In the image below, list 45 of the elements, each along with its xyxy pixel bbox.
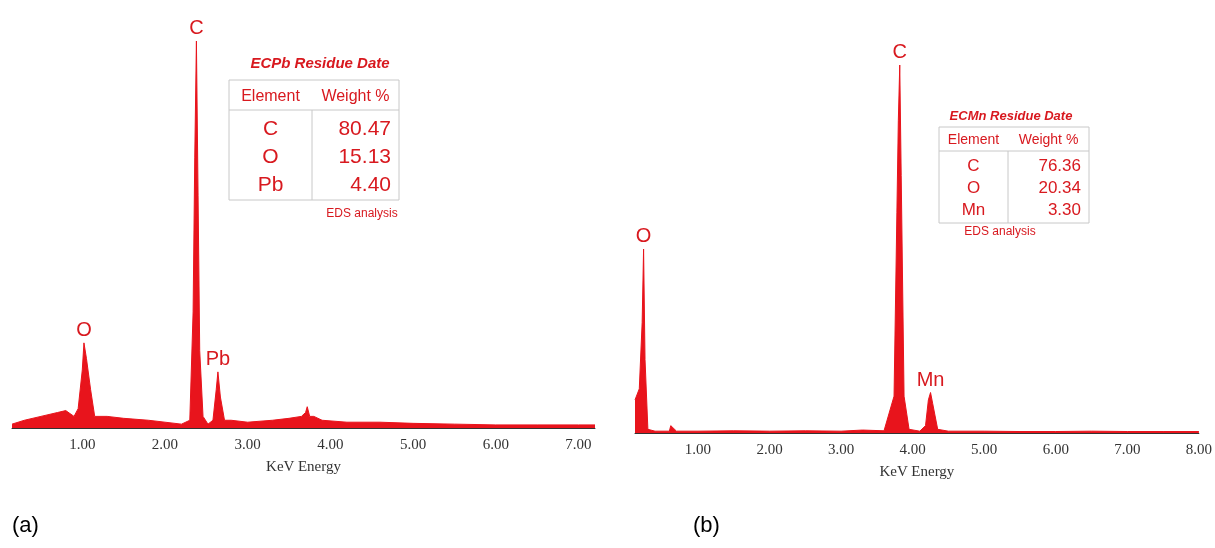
annotation: Mn [961, 199, 986, 219]
x-tick-label: 6.00 [1042, 440, 1069, 457]
annotation: Weight % [321, 86, 390, 104]
annotation: C [189, 16, 204, 38]
x-tick-label: 3.00 [234, 435, 261, 452]
annotation: 15.13 [338, 143, 391, 167]
annotation: Pb [205, 346, 231, 369]
annotation: O [966, 177, 981, 197]
annotation: 3.30 [1047, 199, 1081, 219]
x-axis-title: KeV Energy [266, 457, 342, 474]
annotation: O [262, 143, 279, 167]
x-tick-label: 5.00 [971, 440, 998, 457]
annotation: C [892, 40, 907, 62]
x-tick-label: 7.00 [565, 435, 592, 452]
x-tick-label: 6.00 [482, 435, 509, 452]
annotation: ECMn Residue Date [949, 107, 1073, 123]
x-tick-label: 4.00 [899, 440, 926, 457]
annotation: 4.40 [350, 171, 391, 195]
x-tick-label: 1.00 [69, 435, 96, 452]
annotation: Mn [916, 367, 945, 390]
annotation: O [635, 224, 652, 246]
annotation: Element [241, 86, 301, 104]
x-tick-label: 8.00 [1185, 440, 1212, 457]
annotation: ECPb Residue Date [250, 53, 390, 71]
annotation: Weight % [1018, 131, 1079, 147]
x-tick-label: 2.00 [151, 435, 179, 452]
x-tick-label: 5.00 [399, 435, 427, 452]
x-tick-label: 3.00 [827, 440, 855, 457]
annotation: C [262, 115, 279, 139]
x-axis-title: KeV Energy [879, 462, 955, 479]
annotation: 80.47 [338, 115, 391, 139]
text: (a) [12, 511, 39, 537]
x-tick-label: 7.00 [1114, 440, 1141, 457]
annotation: EDS analysis [326, 206, 398, 220]
annotation: Pb [257, 171, 284, 195]
x-tick-label: 4.00 [317, 435, 344, 452]
text: (b) [693, 511, 720, 537]
annotation: O [76, 317, 92, 340]
annotation: C [967, 155, 980, 175]
annotation: 20.34 [1038, 177, 1081, 197]
annotation: EDS analysis [964, 224, 1036, 238]
annotation: 76.36 [1038, 155, 1081, 175]
annotation: Element [947, 131, 1000, 147]
x-tick-label: 1.00 [684, 440, 712, 457]
x-tick-label: 2.00 [756, 440, 783, 457]
